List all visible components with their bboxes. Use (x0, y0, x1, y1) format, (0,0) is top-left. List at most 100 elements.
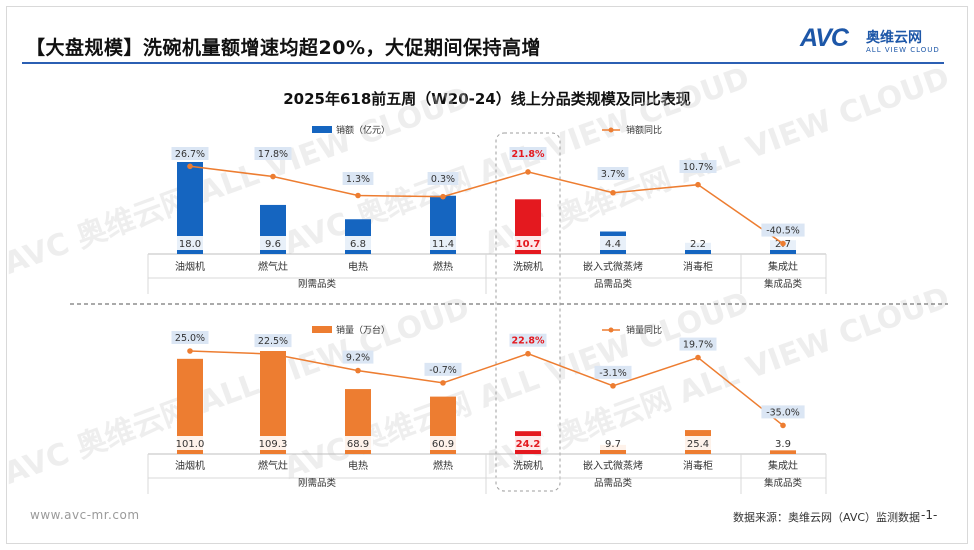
yoy-point (695, 181, 701, 188)
bar-value-label: 68.9 (347, 439, 369, 450)
yoy-label-box (761, 223, 805, 237)
logo-mark: AVC (800, 24, 849, 52)
bar-value-box (343, 436, 373, 450)
category-label: 油烟机 (175, 260, 205, 273)
legend-bar-swatch (312, 126, 332, 133)
legend-line-label: 销量同比 (626, 324, 662, 336)
highlight-box (495, 132, 561, 492)
yoy-label: 21.8% (512, 149, 545, 160)
yoy-line (189, 350, 784, 426)
data-source-note: 数据来源：奥维云网（AVC）监测数据 (733, 511, 921, 524)
yoy-point (187, 163, 193, 170)
category-label: 集成灶 (768, 459, 798, 472)
watermark-text: AVC 奥维云网 ALL VIEW CLOUD (0, 290, 474, 491)
legend-bar-label: 销额（亿元） (336, 124, 390, 136)
bar-value-box (598, 436, 628, 450)
bar-value-label: 10.7 (516, 239, 541, 250)
legend-line-marker (608, 327, 614, 333)
yoy-label-box (509, 147, 547, 160)
yoy-point (187, 348, 193, 354)
category-label: 洗碗机 (513, 459, 543, 472)
yoy-point (525, 350, 531, 357)
yoy-label-box (597, 167, 629, 180)
category-label: 燃气灶 (258, 459, 288, 472)
yoy-label-box (424, 362, 462, 376)
bar-value-label: 4.4 (605, 239, 621, 250)
yoy-label-box (594, 365, 632, 379)
yoy-label: 3.7% (601, 169, 625, 180)
category-label: 消毒柜 (683, 260, 713, 273)
yoy-label-box (761, 405, 805, 419)
yoy-label: 1.3% (346, 174, 370, 185)
bar-value-label: 109.3 (259, 439, 288, 450)
avc-logo: AVC 奥维云网 ALL VIEW CLOUD (800, 24, 950, 58)
bar-value-label: 101.0 (176, 439, 205, 450)
group-label: 刚需品类 (298, 477, 337, 489)
bar-value-label: 9.6 (265, 239, 281, 250)
yoy-point (270, 173, 276, 180)
yoy-label-box (342, 172, 374, 185)
legend-bar-label: 销量（万台） (336, 324, 390, 336)
yoy-point (355, 367, 361, 374)
bar-value-label: 25.4 (687, 439, 709, 450)
yoy-label-box (679, 160, 717, 173)
category-label: 电热 (348, 459, 368, 472)
bar-value-label: 2.2 (690, 239, 706, 250)
bar-value-label: 60.9 (432, 439, 454, 450)
yoy-label: 22.5% (258, 336, 288, 347)
yoy-label: -40.5% (766, 226, 800, 237)
yoy-label-box (171, 331, 209, 344)
yoy-label: 0.3% (431, 174, 455, 185)
category-label: 燃热 (433, 260, 453, 273)
yoy-label-box (679, 337, 717, 351)
yoy-label-box (254, 147, 292, 160)
watermark-text: AVC 奥维云网 ALL VIEW CLOUD (0, 80, 474, 281)
slide-frame (6, 6, 968, 544)
bar-value-box (768, 436, 798, 450)
yoy-label-box (342, 350, 374, 364)
legend-line-label: 销额同比 (626, 124, 662, 136)
bar-value-label: 24.2 (516, 439, 541, 450)
chart-title: 2025年618前五周（W20-24）线上分品类规模及同比表现 (283, 90, 691, 108)
yoy-point (610, 383, 616, 389)
bar-value-box (343, 236, 373, 250)
yoy-label: 9.2% (346, 353, 370, 364)
group-label: 品需品类 (594, 278, 633, 290)
category-label: 嵌入式微蒸烤 (583, 260, 643, 273)
yoy-point (270, 351, 276, 357)
category-label: 洗碗机 (513, 260, 543, 273)
category-label: 燃热 (433, 459, 453, 472)
category-label: 燃气灶 (258, 260, 288, 273)
yoy-label: 26.7% (175, 149, 205, 160)
yoy-label: -0.7% (429, 365, 457, 376)
yoy-label: -3.1% (599, 368, 627, 379)
yoy-label: -35.0% (766, 407, 800, 418)
legend-bar-swatch (312, 326, 332, 333)
yoy-point (695, 354, 701, 361)
yoy-label-box (254, 334, 292, 348)
bar (770, 450, 796, 454)
bar-value-box (513, 436, 543, 450)
group-label: 集成品类 (764, 278, 803, 290)
bar-value-box (513, 236, 543, 250)
bar-value-box (258, 436, 288, 450)
category-label: 电热 (348, 260, 368, 273)
category-label: 嵌入式微蒸烤 (583, 459, 643, 472)
bar-value-label: 11.4 (432, 239, 454, 250)
yoy-point (440, 193, 446, 200)
bar-value-box (428, 436, 458, 450)
yoy-point (780, 422, 786, 429)
yoy-point (355, 192, 361, 199)
title-divider (22, 62, 944, 64)
category-label: 油烟机 (175, 459, 205, 472)
slide-title: 【大盘规模】洗碗机量额增速均超20%，大促期间保持高增 (26, 37, 541, 59)
bar-value-label: 9.7 (605, 439, 621, 450)
bar-value-box (175, 436, 205, 450)
yoy-label-box (427, 172, 459, 185)
bar-value-label: 18.0 (179, 239, 201, 250)
category-label: 集成灶 (768, 260, 798, 273)
bar-value-box (175, 236, 205, 250)
category-label: 消毒柜 (683, 459, 713, 472)
yoy-line (189, 165, 784, 245)
